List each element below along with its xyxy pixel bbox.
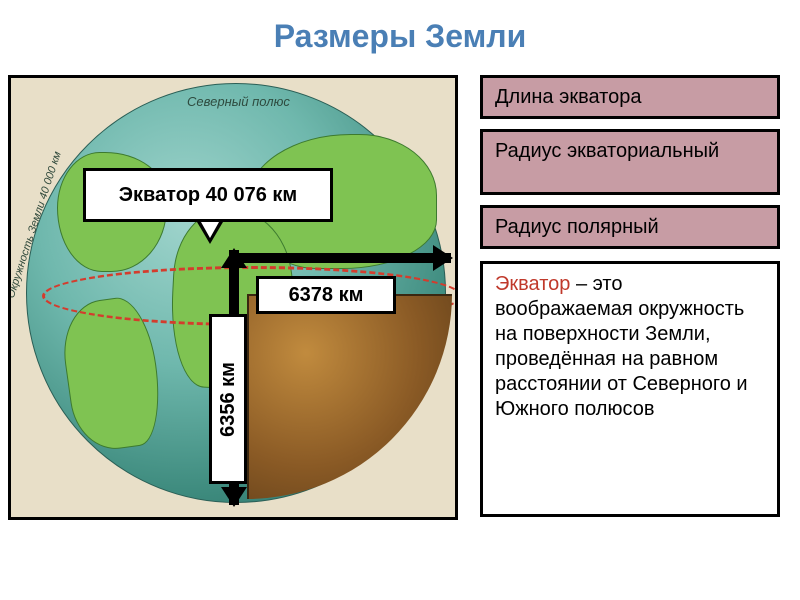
- equatorial-radius-arrow: [236, 253, 451, 263]
- equatorial-radius-text: 6378 км: [289, 284, 364, 307]
- globe-cutaway: [247, 294, 452, 499]
- north-pole-label: Северный полюс: [187, 94, 290, 109]
- page-title: Размеры Земли: [0, 0, 800, 55]
- side-box-radius-equatorial: Радиус экваториальный: [480, 129, 780, 195]
- globe-panel: Северный полюс Окружность Земли 40 000 к…: [8, 75, 458, 520]
- definition-box: Экватор – это воображаемая окружность на…: [480, 261, 780, 517]
- side-box-equator-length: Длина экватора: [480, 75, 780, 119]
- content-area: Северный полюс Окружность Земли 40 000 к…: [0, 75, 800, 595]
- polar-radius-box: 6356 км: [209, 314, 247, 484]
- equatorial-radius-box: 6378 км: [256, 276, 396, 314]
- equator-length-text: Экватор 40 076 км: [119, 184, 297, 207]
- definition-text: – это воображаемая окружность на поверхн…: [495, 273, 748, 420]
- side-box-radius-polar: Радиус полярный: [480, 205, 780, 249]
- polar-radius-text: 6356 км: [217, 362, 240, 437]
- definition-term: Экватор: [495, 273, 570, 295]
- equator-pointer-arrow: [197, 222, 223, 244]
- equator-length-box: Экватор 40 076 км: [83, 168, 333, 222]
